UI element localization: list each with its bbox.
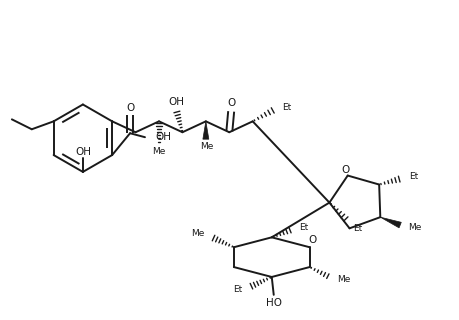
Text: O: O bbox=[126, 103, 134, 114]
Text: Et: Et bbox=[282, 103, 291, 112]
Text: O: O bbox=[227, 99, 235, 108]
Polygon shape bbox=[380, 217, 400, 228]
Text: Me: Me bbox=[152, 147, 165, 156]
Text: Et: Et bbox=[232, 285, 241, 294]
Text: OH: OH bbox=[168, 98, 184, 108]
Text: Me: Me bbox=[337, 276, 350, 284]
Text: Et: Et bbox=[299, 223, 308, 232]
Polygon shape bbox=[202, 121, 208, 139]
Text: HO: HO bbox=[265, 298, 281, 308]
Text: OH: OH bbox=[155, 132, 171, 142]
Text: O: O bbox=[341, 164, 349, 175]
Text: Me: Me bbox=[407, 223, 420, 232]
Text: OH: OH bbox=[75, 147, 91, 157]
Text: Me: Me bbox=[190, 229, 204, 238]
Text: O: O bbox=[308, 235, 316, 245]
Text: Et: Et bbox=[353, 224, 362, 233]
Text: Et: Et bbox=[408, 172, 417, 181]
Text: Me: Me bbox=[200, 142, 213, 151]
